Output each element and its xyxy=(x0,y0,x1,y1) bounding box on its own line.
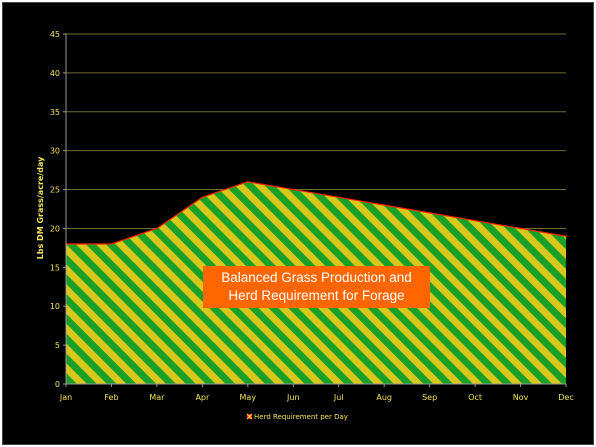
axes: 0 5 10 15 20 25 30 35 40 45 Jan Feb Mar Apr May Jun Jul A… xyxy=(50,30,574,402)
y-tick-label: 35 xyxy=(50,108,60,117)
data-point xyxy=(565,235,567,238)
y-tick-label: 40 xyxy=(50,69,60,78)
series-line xyxy=(66,181,567,245)
x-tick-label: Oct xyxy=(468,393,482,402)
data-point xyxy=(383,204,385,206)
annotation-line-1: Balanced Grass Production and xyxy=(221,270,412,285)
legend-entry: Herd Requirement per Day xyxy=(254,413,348,421)
chart-annotation: Balanced Grass Production and Herd Requi… xyxy=(203,266,430,308)
y-tick-label: 5 xyxy=(55,341,60,350)
y-tick-label: 15 xyxy=(50,263,60,272)
x-tick-label: Jul xyxy=(333,393,344,402)
x-tick-label: Nov xyxy=(513,393,529,402)
y-axis-label: Lbs DM Grass/acre/day xyxy=(36,156,45,259)
data-point xyxy=(428,212,431,214)
legend: Herd Requirement per Day xyxy=(246,413,348,421)
y-tick-label: 45 xyxy=(50,30,60,39)
y-tick-label: 30 xyxy=(50,147,60,156)
x-tick-label: Jun xyxy=(286,393,300,402)
data-point xyxy=(474,219,476,222)
data-point xyxy=(110,243,113,245)
data-point xyxy=(337,196,340,199)
data-point xyxy=(247,180,249,183)
x-tick-label: Apr xyxy=(195,393,210,402)
x-tick-label: Sep xyxy=(422,393,437,402)
x-tick-label: Feb xyxy=(104,393,118,402)
y-tick-label: 25 xyxy=(50,186,60,195)
legend-marker xyxy=(246,413,253,420)
x-tick-label: Jan xyxy=(59,393,72,402)
y-tick-label: 10 xyxy=(50,302,60,311)
annotation-line-2: Herd Requirement for Forage xyxy=(228,288,405,303)
data-point xyxy=(292,188,295,191)
x-tick-label: Aug xyxy=(376,393,392,402)
y-tick-label: 0 xyxy=(55,380,60,389)
data-point xyxy=(201,196,204,199)
data-point xyxy=(156,227,158,230)
x-tick-label: May xyxy=(240,393,257,402)
x-tick-label: Mar xyxy=(149,393,165,402)
x-tick-label: Dec xyxy=(558,393,573,402)
y-tick-label: 20 xyxy=(50,224,60,233)
data-point xyxy=(519,227,522,230)
